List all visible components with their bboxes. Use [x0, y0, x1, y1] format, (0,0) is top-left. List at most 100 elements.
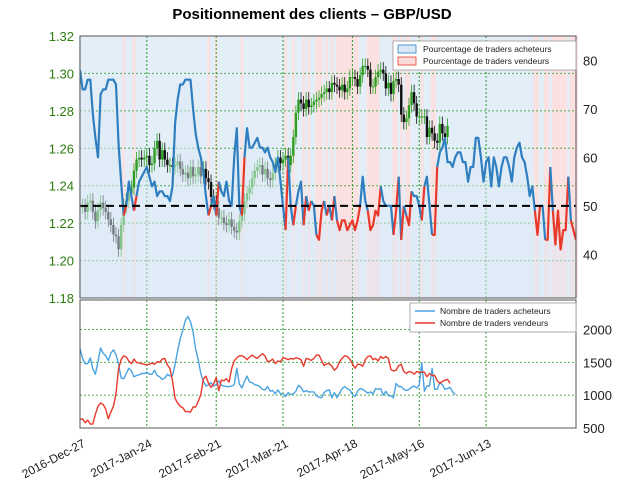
candle-body — [289, 155, 292, 166]
candle-body — [418, 116, 421, 118]
candle-body — [425, 116, 429, 138]
candle-body — [328, 88, 331, 93]
sentiment-band — [320, 36, 324, 298]
y-right-tick-label-lower: 2000 — [583, 323, 612, 338]
sentiment-band — [381, 36, 386, 298]
sentiment-band — [325, 36, 329, 298]
candle-body — [163, 150, 167, 160]
candle-body — [166, 159, 169, 166]
sentiment-band — [556, 36, 560, 298]
sellers-pct-line — [551, 176, 570, 251]
legend-swatch — [397, 44, 417, 54]
candle-body — [394, 79, 398, 81]
sentiment-band — [533, 36, 537, 298]
candle-body — [379, 69, 382, 72]
sentiment-band — [430, 36, 434, 298]
candle-body — [312, 101, 316, 106]
sentiment-band — [433, 36, 437, 298]
sentiment-band — [307, 36, 311, 298]
candle-body — [137, 157, 141, 160]
candle-body — [294, 112, 298, 138]
sentiment-band — [387, 36, 391, 298]
sentiment-band — [374, 36, 378, 298]
sentiment-band — [330, 36, 334, 298]
y-left-tick-label: 1.32 — [49, 29, 74, 44]
sellers-pct-line — [132, 195, 138, 211]
buyers-pct-line — [125, 180, 136, 211]
candle-body — [148, 155, 151, 166]
y-left-tick-label: 1.28 — [49, 104, 74, 119]
sentiment-band — [351, 36, 355, 298]
y-left-tick-label: 1.20 — [49, 254, 74, 269]
buyers-pct-line — [410, 190, 423, 221]
sellers-pct-line — [215, 181, 220, 216]
sellers-pct-line — [307, 200, 313, 211]
candle-body — [400, 84, 403, 115]
sentiment-band — [225, 36, 229, 298]
sentiment-band — [299, 36, 303, 298]
sentiment-band — [345, 36, 350, 298]
sentiment-band — [371, 36, 375, 298]
candle-body — [428, 127, 431, 138]
sellers-pct-line — [122, 205, 128, 216]
candle-body — [353, 77, 357, 80]
legend-label: Pourcentage de traders acheteurs — [423, 44, 552, 54]
candle-body — [415, 103, 418, 117]
x-tick-label: 2017-Apr-18 — [294, 436, 360, 480]
sentiment-band — [410, 36, 414, 298]
sentiment-band — [333, 36, 337, 298]
legend-label: Nombre de traders acheteurs — [440, 306, 551, 316]
sentiment-band — [358, 36, 363, 298]
buyers-pct-line — [423, 175, 434, 235]
candle-body — [348, 77, 352, 89]
y-left-tick-label: 1.26 — [49, 141, 74, 156]
candle-body — [387, 82, 390, 89]
candle-body — [299, 99, 303, 104]
sentiment-band — [538, 36, 542, 298]
candle-body — [204, 168, 208, 179]
sentiment-band — [525, 36, 530, 298]
sentiment-band — [348, 36, 352, 298]
sentiment-band — [546, 36, 550, 298]
x-tick-label: 2016-Dec-27 — [20, 436, 88, 481]
candle-body — [333, 82, 336, 85]
lower-frame — [79, 299, 577, 429]
sentiment-band — [209, 36, 213, 298]
sentiment-band — [397, 36, 401, 298]
candle-body — [356, 79, 359, 87]
y-left-tick-label: 1.18 — [49, 291, 74, 306]
sentiment-band — [302, 36, 306, 298]
sentiment-band — [338, 36, 342, 298]
sentiment-band — [405, 36, 409, 298]
sentiment-band — [510, 36, 514, 298]
sentiment-band — [569, 36, 573, 298]
sellers-pct-line — [533, 205, 542, 236]
sentiment-band — [335, 36, 339, 298]
y-right-tick-label: 80 — [583, 53, 597, 68]
sentiment-band — [572, 36, 576, 298]
candle-body — [376, 71, 380, 78]
candle-body — [310, 105, 313, 108]
legend-label: Pourcentage de traders vendeurs — [423, 56, 549, 66]
legends: Pourcentage de traders acheteurs Pourcent… — [392, 40, 577, 333]
sentiment-band — [497, 36, 501, 298]
candle-body — [281, 159, 285, 164]
sentiment-band — [428, 36, 432, 298]
candle-body — [307, 99, 310, 108]
sentiment-band — [376, 36, 380, 298]
sentiment-band — [127, 36, 131, 298]
candle-body — [343, 84, 346, 93]
buyers-pct-line — [294, 180, 305, 226]
sentiment-band — [567, 36, 571, 298]
buyers-count-line — [80, 315, 456, 399]
sentiment-band — [363, 36, 368, 298]
x-tick-label: 2017-Jun-13 — [427, 436, 493, 480]
sentiment-band — [417, 36, 422, 298]
x-tick-label: 2017-May-16 — [358, 436, 427, 482]
y-left-tick-label: 1.22 — [49, 216, 74, 231]
sellers-pct-line — [207, 205, 213, 216]
candle-body — [446, 125, 449, 138]
candle-body — [168, 165, 172, 167]
sentiment-band — [207, 36, 211, 298]
